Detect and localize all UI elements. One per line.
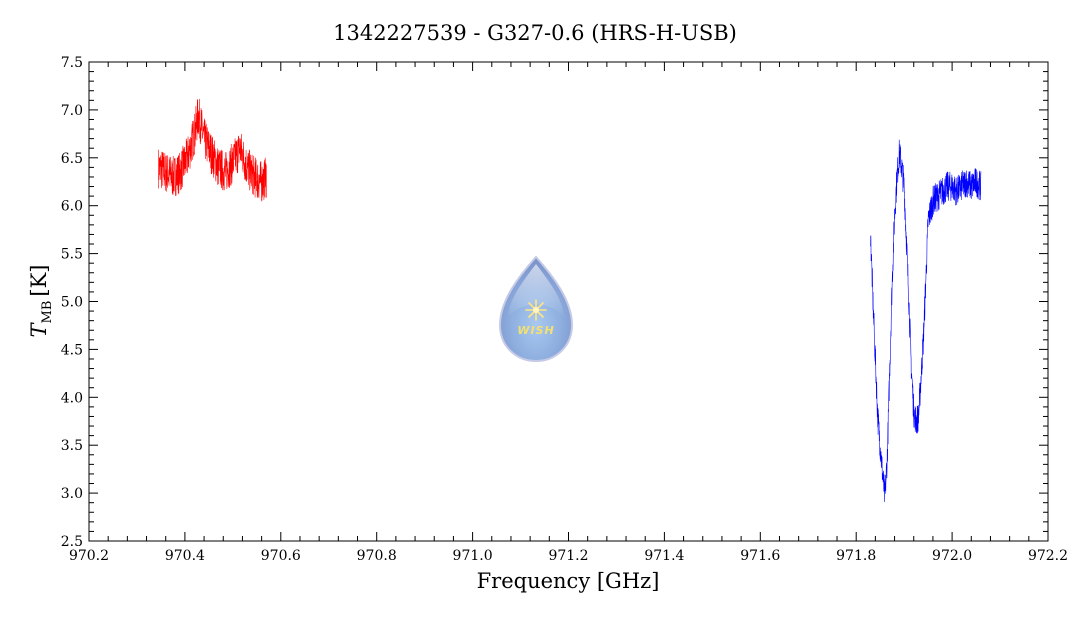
series-line-2 xyxy=(870,139,982,502)
y-tick-label: 3.0 xyxy=(61,486,83,502)
x-tick-label: 970.2 xyxy=(69,548,109,564)
y-tick-label: 3.5 xyxy=(61,438,83,454)
y-tick-label: 2.5 xyxy=(61,534,83,550)
y-tick-label: 5.5 xyxy=(61,247,83,263)
x-tick-label: 971.4 xyxy=(644,548,684,564)
y-tick-label: 4.0 xyxy=(61,390,83,406)
svg-text:TMB[K]: TMB [K] xyxy=(27,265,55,338)
x-tick-label: 970.6 xyxy=(261,548,301,564)
series-line-1 xyxy=(158,98,267,202)
x-tick-label: 971.2 xyxy=(548,548,588,564)
y-tick-label: 5.0 xyxy=(61,295,83,311)
logo-text: WISH xyxy=(517,324,554,337)
y-tick-label: 6.5 xyxy=(61,151,83,167)
chart-title: 1342227539 - G327-0.6 (HRS-H-USB) xyxy=(333,21,737,45)
x-tick-label: 970.4 xyxy=(165,548,205,564)
y-axis-label: TMB [K] xyxy=(27,265,55,338)
y-tick-label: 7.5 xyxy=(61,55,83,71)
x-tick-label: 972.0 xyxy=(932,548,972,564)
series-layer xyxy=(158,98,982,502)
plot-frame xyxy=(88,61,1049,542)
y-axis-label-unit: [K] xyxy=(27,265,51,297)
y-axis-label-sub: MB xyxy=(40,301,55,324)
x-tick-label: 972.2 xyxy=(1028,548,1068,564)
y-axis-label-main: T xyxy=(27,321,51,337)
ticks-layer: 970.2 970.4 970.6 970.8 971.0 971.2 971.4 971.6… xyxy=(61,55,1068,564)
x-axis-label: Frequency [GHz] xyxy=(477,569,660,593)
y-tick-label: 4.5 xyxy=(61,342,83,358)
y-tick-label: 7.0 xyxy=(61,103,83,119)
x-tick-label: 971.0 xyxy=(453,548,493,564)
y-tick-label: 6.0 xyxy=(61,199,83,215)
x-tick-label: 970.8 xyxy=(357,548,397,564)
wish-logo: WISH xyxy=(498,255,574,363)
x-tick-label: 971.6 xyxy=(740,548,780,564)
x-tick-label: 971.8 xyxy=(836,548,876,564)
